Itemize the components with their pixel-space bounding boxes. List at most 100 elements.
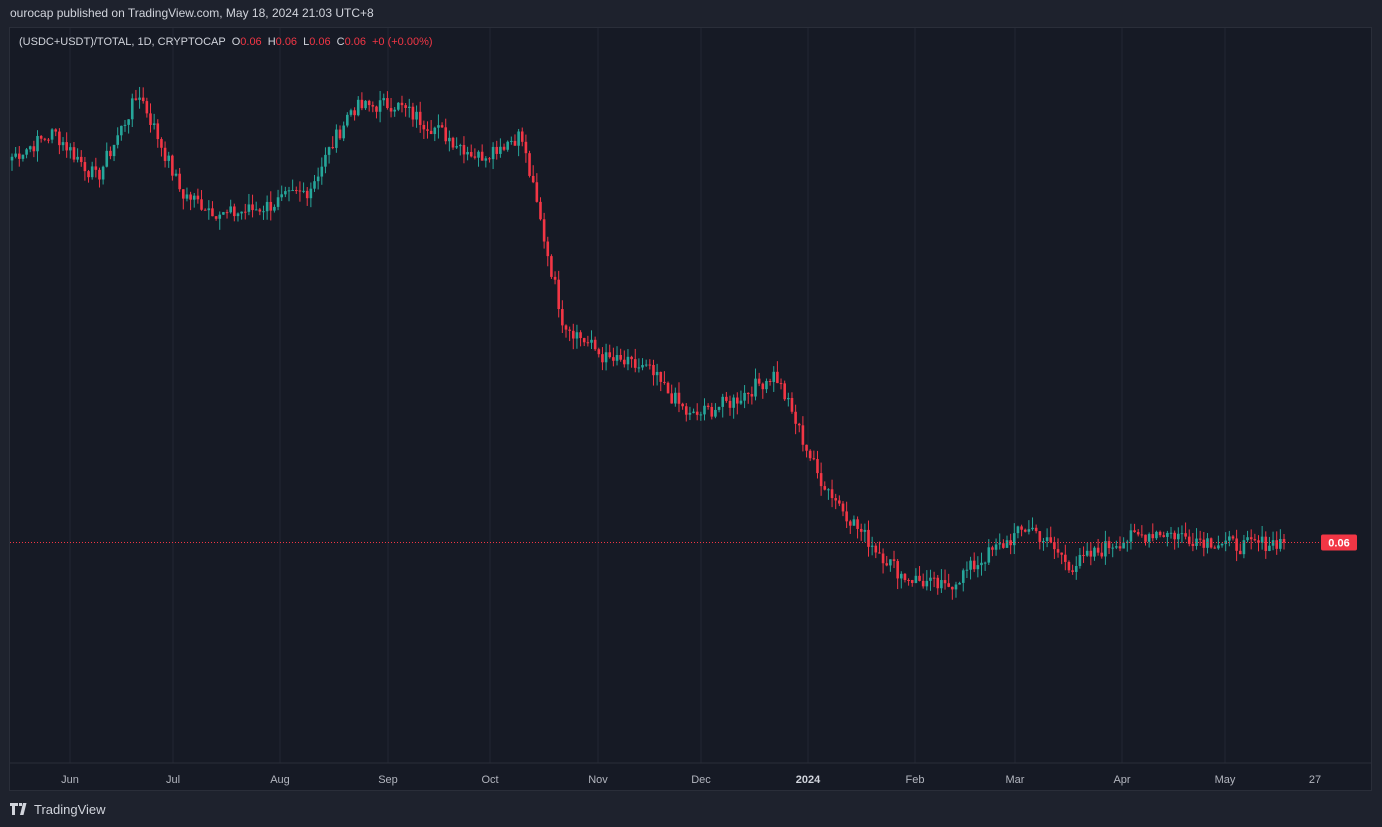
candle-body: [262, 211, 265, 213]
candle-body: [717, 406, 721, 410]
candle-body: [156, 123, 160, 140]
candle-body: [637, 367, 641, 369]
open-value: 0.06: [240, 36, 262, 48]
candle-body: [808, 450, 812, 459]
x-tick-label: Aug: [270, 774, 290, 786]
candle-body: [378, 100, 382, 112]
candle-body: [1228, 536, 1231, 541]
candle-body: [437, 125, 440, 128]
candle-body: [182, 189, 185, 199]
candle-body: [805, 444, 808, 451]
candle-body: [10, 156, 14, 161]
candle-body: [783, 383, 786, 400]
candle-body: [827, 489, 830, 491]
candlestick-chart[interactable]: 0.06 Jun Jul Aug Sep Oct Nov Dec 2024 Feb Mar Apr M…: [10, 28, 1372, 791]
tradingview-footer[interactable]: TradingView: [10, 800, 106, 818]
candle-body: [429, 130, 433, 135]
candle-body: [254, 209, 258, 211]
candle-body: [141, 97, 145, 102]
x-tick-label: Jul: [166, 774, 180, 786]
candle-body: [612, 357, 615, 361]
candle-body: [619, 354, 622, 360]
candle-body: [703, 405, 706, 415]
candle-body: [1118, 546, 1122, 549]
candle-body: [422, 124, 426, 130]
candle-body: [1089, 550, 1093, 557]
candle-body: [14, 153, 17, 157]
candle-body: [211, 208, 214, 217]
candle-body: [1053, 542, 1056, 550]
candle-body: [83, 162, 87, 172]
candle-body: [531, 175, 535, 183]
candle-body: [579, 332, 582, 339]
candle-body: [87, 171, 90, 178]
candle-body: [674, 392, 677, 404]
candle-body: [1187, 536, 1191, 544]
candle-body: [823, 486, 827, 490]
candle-body: [878, 552, 881, 554]
candle-body: [681, 403, 684, 407]
candle-body: [586, 342, 590, 344]
candle-body: [641, 364, 644, 368]
candle-body: [72, 147, 76, 160]
candle-body: [174, 173, 178, 176]
x-tick-label: 27: [1309, 774, 1321, 786]
candle-body: [236, 213, 240, 217]
close-key: C: [336, 36, 345, 48]
candle-body: [925, 580, 929, 587]
candle-body: [189, 194, 192, 200]
candle-body: [440, 125, 444, 128]
candle-body: [105, 150, 109, 167]
candle-body: [794, 411, 797, 424]
candle-body: [743, 392, 746, 401]
candle-body: [1180, 533, 1184, 535]
candle-body: [1049, 537, 1053, 543]
candle-body: [1027, 529, 1031, 532]
candle-body: [1034, 527, 1038, 532]
candle-body: [58, 131, 61, 146]
candle-body: [910, 580, 914, 583]
candle-body: [364, 100, 367, 109]
candle-body: [1147, 534, 1151, 542]
candle-body: [1129, 530, 1133, 542]
candle-body: [50, 129, 54, 140]
candle-body: [582, 338, 586, 343]
candle-body: [1275, 540, 1279, 549]
candle-body: [750, 394, 754, 397]
candle-body: [484, 158, 488, 161]
candle-body: [841, 503, 845, 512]
candle-body: [1045, 537, 1049, 541]
publish-header: ourocap published on TradingView.com, Ma…: [10, 6, 374, 20]
candle-body: [517, 131, 520, 146]
candle-body: [838, 500, 841, 504]
candle-body: [856, 519, 859, 529]
candle-body: [65, 142, 68, 151]
candle-body: [571, 330, 575, 339]
candle-body: [1031, 527, 1034, 530]
candle-body: [280, 194, 284, 198]
chart-panel[interactable]: 0.06 Jun Jul Aug Sep Oct Nov Dec 2024 Feb Mar Apr M…: [9, 27, 1372, 791]
candle-body: [561, 309, 564, 326]
candle-body: [127, 119, 130, 125]
candle-body: [145, 101, 149, 114]
candle-body: [101, 166, 105, 180]
candle-body: [258, 209, 262, 212]
candle-body: [932, 577, 936, 579]
candle-body: [273, 206, 276, 211]
candle-body: [491, 146, 495, 160]
candle-body: [294, 190, 298, 192]
candle-body: [76, 156, 79, 160]
low-value: 0.06: [309, 36, 331, 48]
candle-body: [881, 553, 885, 564]
candle-body: [520, 131, 524, 142]
candle-body: [1260, 536, 1264, 543]
candle-body: [112, 144, 116, 157]
candle-body: [553, 276, 557, 280]
candle-body: [251, 204, 254, 211]
candle-body: [302, 190, 305, 192]
high-value: 0.06: [275, 36, 298, 48]
candle-body: [601, 354, 604, 363]
candle-body: [1085, 550, 1089, 556]
candle-body: [1074, 566, 1078, 572]
candle-body: [575, 332, 579, 339]
